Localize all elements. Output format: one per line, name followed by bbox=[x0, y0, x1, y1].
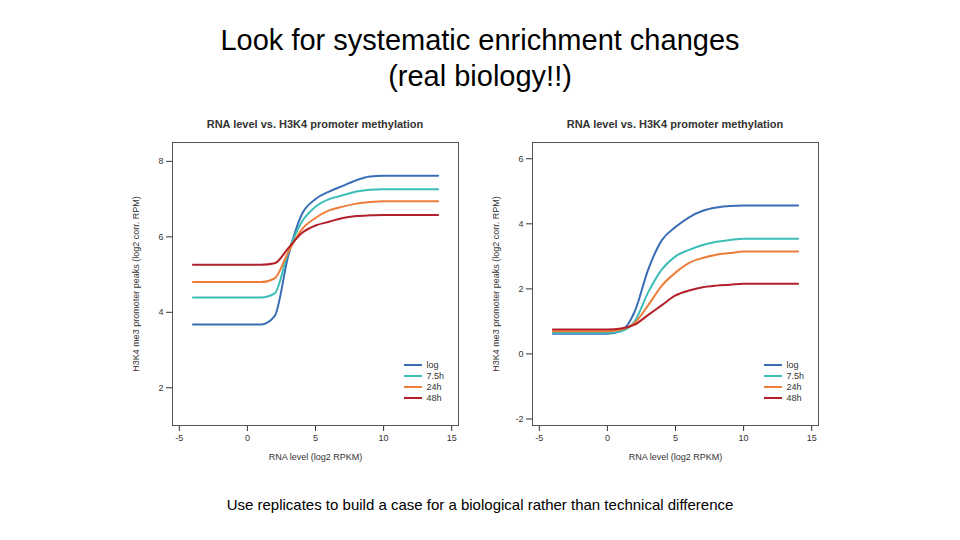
html-text:48h: 48h bbox=[786, 392, 802, 403]
svg-text:-5: -5 bbox=[535, 433, 543, 443]
svg-text:0: 0 bbox=[245, 433, 250, 443]
html-text:RNA level vs. H3K4 promoter me: RNA level vs. H3K4 promoter methylation bbox=[566, 118, 784, 130]
html-text:7.5h: 7.5h bbox=[426, 370, 444, 381]
html-text:RNA level vs. H3K4 promoter me: RNA level vs. H3K4 promoter methylation bbox=[206, 118, 424, 130]
svg-text:10: 10 bbox=[379, 433, 389, 443]
svg-text:0: 0 bbox=[605, 433, 610, 443]
svg-text:0: 0 bbox=[518, 349, 523, 359]
html-text:Look for systematic enrichment: Look for systematic enrichment changes bbox=[220, 24, 740, 56]
svg-text:RNA level (log2 RPKM): RNA level (log2 RPKM) bbox=[269, 452, 363, 462]
svg-text:4: 4 bbox=[158, 307, 163, 317]
html-text:48h: 48h bbox=[426, 392, 442, 403]
svg-text:-2: -2 bbox=[515, 414, 523, 424]
svg-text:6: 6 bbox=[518, 154, 523, 164]
html-text:Use replicates to build a case: Use replicates to build a case for a bio… bbox=[226, 496, 734, 513]
svg-text:10: 10 bbox=[739, 433, 749, 443]
svg-text:5: 5 bbox=[313, 433, 318, 443]
svg-text:RNA level (log2 RPKM): RNA level (log2 RPKM) bbox=[629, 452, 723, 462]
html-text:log: log bbox=[426, 359, 439, 370]
svg-text:6: 6 bbox=[158, 232, 163, 242]
svg-text:H3K4 me3 promoter peaks (log2: H3K4 me3 promoter peaks (log2 corr. RPM) bbox=[131, 196, 141, 372]
svg-text:4: 4 bbox=[518, 219, 523, 229]
svg-text:8: 8 bbox=[158, 156, 163, 166]
svg-text:2: 2 bbox=[518, 284, 523, 294]
svg-text:2: 2 bbox=[158, 383, 163, 393]
html-text:log: log bbox=[786, 359, 799, 370]
svg-text:15: 15 bbox=[447, 433, 457, 443]
svg-text:15: 15 bbox=[807, 433, 817, 443]
html-text:(real biology!!): (real biology!!) bbox=[388, 60, 572, 92]
html-text:24h: 24h bbox=[426, 381, 442, 392]
svg-text:H3K4 me3 promoter peaks (log2: H3K4 me3 promoter peaks (log2 corr. RPM) bbox=[491, 196, 501, 372]
svg-text:-5: -5 bbox=[175, 433, 183, 443]
html-text:24h: 24h bbox=[786, 381, 802, 392]
html-text:7.5h: 7.5h bbox=[786, 370, 804, 381]
svg-text:5: 5 bbox=[673, 433, 678, 443]
